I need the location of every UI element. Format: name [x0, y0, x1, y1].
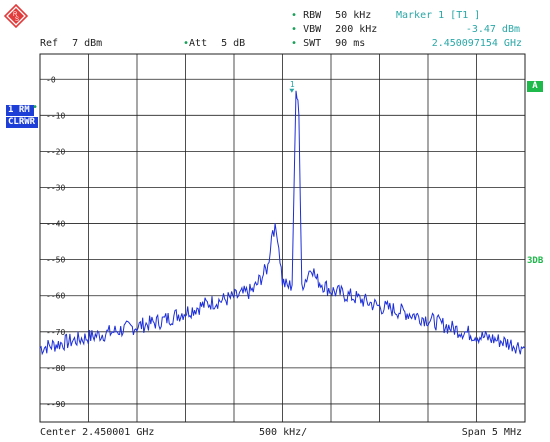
swt-setting: • SWT 90 ms	[291, 38, 366, 49]
marker-triangle	[289, 88, 295, 93]
y-tick-label: --80	[46, 364, 65, 373]
y-tick-label: --60	[46, 292, 65, 301]
trace-dot: •	[32, 102, 39, 113]
swt-label: SWT	[303, 38, 322, 49]
frequency-per-division: 500 kHz/	[259, 427, 308, 438]
att-value: 5 dB	[221, 38, 246, 49]
trace-mode-badge[interactable]: CLRWR	[6, 117, 38, 128]
vbw-setting: • VBW 200 kHz	[291, 24, 378, 35]
y-tick-label: -0	[46, 75, 56, 84]
y-tick-label: --10	[46, 111, 65, 120]
grid	[39, 53, 526, 423]
center-frequency: Center 2.450001 GHz	[40, 427, 155, 438]
vbw-value: 200 kHz	[335, 24, 378, 35]
attenuation: •Att 5 dB	[183, 38, 246, 49]
y-tick-label: --90	[46, 400, 65, 409]
screen-a-badge[interactable]: A	[527, 81, 543, 92]
swt-value: 90 ms	[335, 38, 366, 49]
y-tick-labels: -0 --10 --20 --30 --40 --50 --60 --70 --80 --90	[46, 75, 65, 409]
threedb-label: 3DB	[527, 256, 544, 266]
frequency-span: Span 5 MHz	[461, 427, 522, 438]
rbw-setting: • RBW 50 kHz	[291, 10, 372, 21]
spectrum-trace-line	[39, 90, 526, 356]
y-tick-label: --40	[46, 220, 65, 229]
y-tick-label: --50	[46, 256, 65, 265]
svg-text:S: S	[15, 17, 19, 23]
marker-frequency: 2.450097154 GHz	[431, 38, 522, 49]
y-tick-label: --70	[46, 328, 65, 337]
rohde-schwarz-logo: R S	[4, 4, 28, 28]
ref-value: 7 dBm	[72, 38, 103, 49]
marker-level: -3.47 dBm	[465, 24, 520, 35]
ref-label: Ref	[40, 38, 59, 49]
trace-mode: CLRWR	[8, 117, 36, 127]
marker-number: 1	[290, 80, 295, 89]
rbw-label: RBW	[303, 10, 322, 21]
marker-title: Marker 1 [T1 ]	[396, 10, 481, 21]
y-tick-label: --20	[46, 147, 65, 156]
vbw-label: VBW	[303, 24, 322, 35]
y-tick-label: --30	[46, 183, 65, 192]
trace-name: 1 RM	[8, 105, 30, 115]
screen-a-label: A	[532, 81, 538, 91]
svg-text:R: R	[13, 12, 18, 18]
trace-name-badge[interactable]: 1 RM	[6, 105, 34, 116]
marker-1: 1	[289, 80, 295, 93]
ref-level: Ref 7 dBm	[40, 38, 102, 49]
rbw-value: 50 kHz	[335, 10, 372, 21]
att-label: Att	[189, 38, 208, 49]
